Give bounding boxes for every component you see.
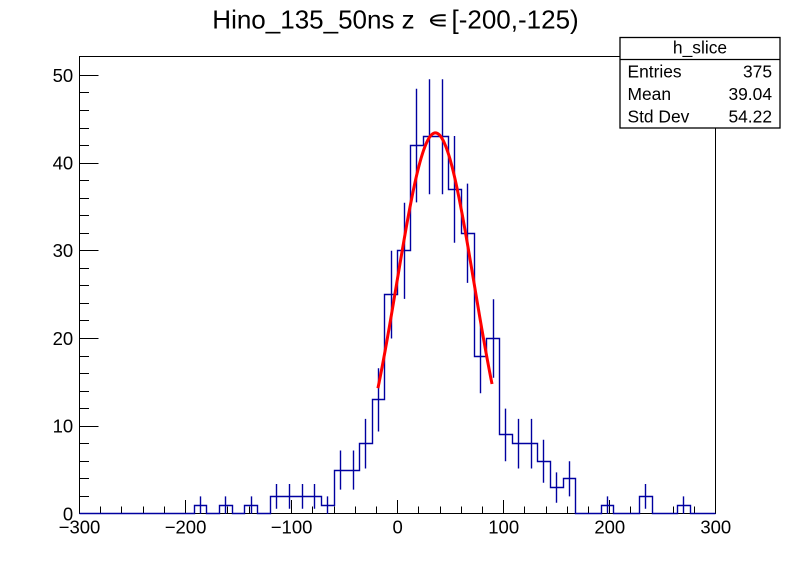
svg-text:0: 0 [63, 503, 73, 524]
svg-text:200: 200 [594, 517, 625, 538]
svg-text:10: 10 [53, 416, 74, 437]
svg-text:54.22: 54.22 [728, 107, 772, 127]
svg-text:40: 40 [53, 153, 74, 174]
svg-text:30: 30 [53, 240, 74, 261]
svg-text:300: 300 [700, 517, 731, 538]
svg-text:h_slice: h_slice [673, 37, 727, 57]
svg-text:0: 0 [393, 517, 403, 538]
svg-text:39.04: 39.04 [728, 84, 772, 104]
svg-text:[-200,-125): [-200,-125) [452, 4, 579, 34]
svg-text:375: 375 [743, 62, 772, 82]
svg-text:20: 20 [53, 328, 74, 349]
svg-text:100: 100 [488, 517, 519, 538]
svg-text:50: 50 [53, 65, 74, 86]
svg-text:−200: −200 [165, 517, 207, 538]
svg-text:−300: −300 [59, 517, 101, 538]
svg-text:Hino_135_50ns z: Hino_135_50ns z [212, 4, 414, 34]
svg-text:−100: −100 [271, 517, 313, 538]
svg-text:Std Dev: Std Dev [628, 107, 690, 127]
svg-text:Mean: Mean [628, 84, 672, 104]
svg-text:Entries: Entries [628, 62, 682, 82]
